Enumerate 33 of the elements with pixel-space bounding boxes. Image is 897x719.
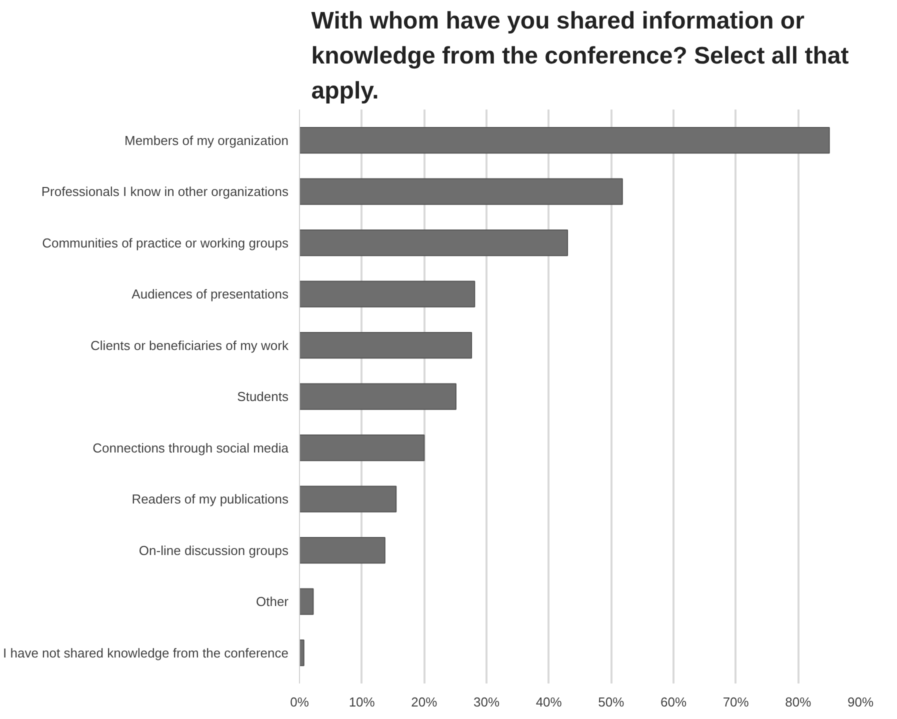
y-tick-label: Other [256, 594, 290, 609]
bar [300, 536, 386, 564]
bar [300, 229, 568, 256]
bar [300, 486, 397, 512]
bar [300, 588, 314, 615]
x-tick-label: 80% [785, 694, 812, 710]
y-tick-label: Students [237, 389, 289, 404]
x-tick-label: 70% [722, 694, 750, 710]
bar [300, 639, 304, 666]
y-tick-label: I have not shared knowledge from the conference [3, 645, 289, 660]
x-tick-label: 0% [290, 694, 310, 710]
x-tick-label: 20% [411, 694, 438, 710]
bar [300, 178, 623, 205]
y-tick-label: Members of my organization [124, 132, 289, 148]
y-tick-label: Professionals I know in other organizations [41, 184, 289, 199]
y-tick-label: Communities of practice or working groups [42, 235, 289, 250]
bar [300, 434, 425, 462]
y-tick-label: Clients or beneficiaries of my work [90, 338, 289, 353]
x-tick-label: 90% [847, 694, 874, 710]
y-tick-label: Audiences of presentations [132, 286, 289, 302]
x-tick-label: 30% [473, 694, 500, 710]
x-tick-label: 60% [660, 694, 687, 710]
bar [300, 332, 472, 359]
x-tick-label: 40% [536, 694, 562, 710]
y-tick-label: Readers of my publications [132, 492, 289, 506]
y-tick-label: Connections through social media [92, 440, 290, 456]
chart-title: With whom have you shared information or knowledge from the conference? Select all that apply. [311, 7, 849, 104]
bar [300, 280, 476, 308]
x-tick-label: 50% [598, 694, 625, 710]
bar [300, 126, 830, 154]
bar [300, 383, 456, 410]
y-tick-label: On-line discussion groups [138, 542, 289, 558]
x-tick-label: 10% [348, 694, 376, 710]
